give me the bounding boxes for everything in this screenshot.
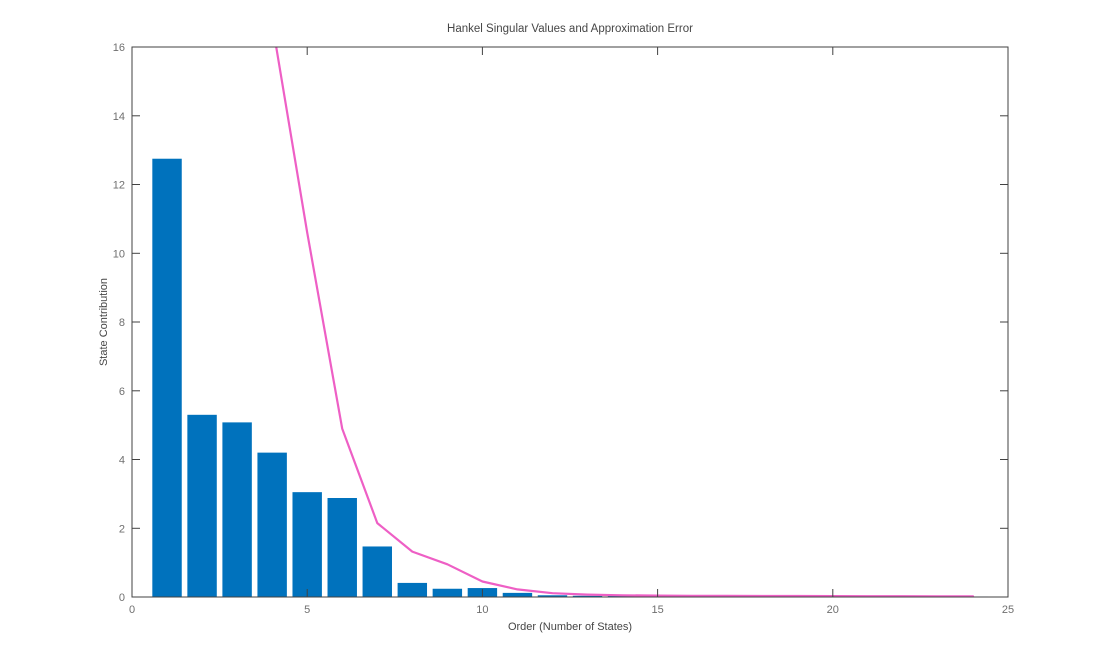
hsv-bar	[362, 546, 392, 597]
hsv-bar	[502, 592, 533, 598]
x-axis-label: Order (Number of States)	[507, 621, 633, 633]
hsv-bar	[327, 498, 357, 597]
hsv-bar	[152, 158, 182, 597]
hsv-bar	[537, 595, 568, 597]
y-tick-label: 12	[113, 180, 125, 192]
y-tick-label: 2	[119, 523, 125, 535]
x-tick-label: 10	[476, 604, 488, 616]
approximation-error-line	[275, 47, 975, 597]
y-tick-label: 14	[113, 111, 125, 123]
y-tick-label: 4	[119, 455, 125, 467]
x-tick-label: 5	[304, 604, 310, 616]
hsv-bar	[397, 582, 428, 597]
y-tick-label: 0	[119, 592, 125, 604]
hsv-bar	[572, 595, 603, 597]
x-tick-label: 15	[651, 604, 663, 616]
hsv-bar	[187, 414, 217, 597]
hsv-bar	[607, 595, 638, 597]
y-tick-label: 10	[113, 248, 125, 260]
x-tick-label: 0	[129, 604, 135, 616]
y-tick-label: 8	[119, 317, 125, 329]
x-tick-label: 25	[1002, 604, 1014, 616]
x-tick-label: 20	[827, 604, 839, 616]
y-tick-label: 6	[119, 386, 125, 398]
y-tick-label: 16	[113, 42, 125, 54]
hsv-bar	[432, 588, 463, 597]
hsv-bar	[257, 452, 287, 598]
hsv-bar	[222, 422, 252, 598]
hsv-bar	[292, 492, 322, 597]
chart-title: Hankel Singular Values and Approximation…	[447, 23, 693, 35]
